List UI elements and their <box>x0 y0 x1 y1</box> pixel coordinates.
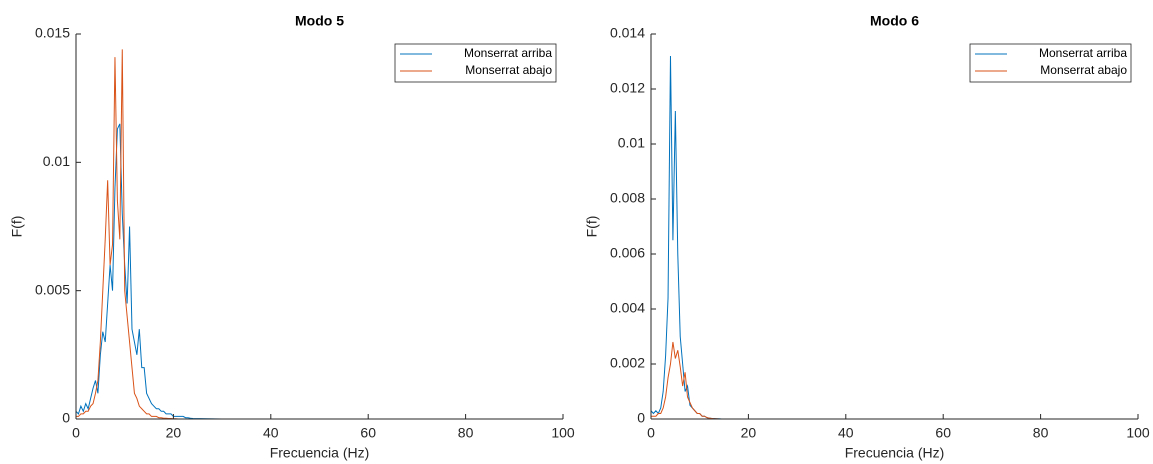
legend: Monserrat arriba Monserrat abajo <box>969 43 1132 83</box>
y-tick-label: 0.01 <box>43 153 70 169</box>
axes: 0 20 40 60 80 100 0 0.002 0.004 0.006 0.008 0.01 0.0… <box>584 13 1150 461</box>
y-tick-label: 0 <box>637 410 645 426</box>
x-axis-label: Frecuencia (Hz) <box>845 445 945 461</box>
line-series <box>651 341 1138 420</box>
legend: Monserrat arriba Monserrat abajo <box>394 43 557 83</box>
line-series <box>76 49 563 420</box>
line-series <box>75 123 563 420</box>
x-tick-label: 80 <box>458 425 474 441</box>
x-tick-label: 60 <box>935 425 951 441</box>
legend-label: Monserrat arriba <box>1039 46 1127 60</box>
y-tick-label: 0.004 <box>610 300 645 316</box>
y-axis-label: F(f) <box>9 216 25 238</box>
y-axis-label: F(f) <box>584 216 600 238</box>
chart-title: Modo 5 <box>295 13 344 29</box>
x-tick-label: 40 <box>263 425 279 441</box>
legend-label: Monserrat abajo <box>1040 63 1127 77</box>
legend-box <box>394 43 557 83</box>
x-tick-label: 80 <box>1033 425 1049 441</box>
x-tick-label: 0 <box>72 425 80 441</box>
line-series <box>650 55 1138 420</box>
legend-box <box>969 43 1132 83</box>
x-tick-label: 40 <box>838 425 854 441</box>
legend-label: Monserrat abajo <box>465 63 552 77</box>
y-tick-label: 0 <box>62 410 70 426</box>
x-tick-label: 20 <box>166 425 182 441</box>
legend-label: Monserrat arriba <box>464 46 552 60</box>
y-tick-label: 0.006 <box>610 245 645 261</box>
y-tick-label: 0.002 <box>610 355 645 371</box>
x-axis-label: Frecuencia (Hz) <box>270 445 370 461</box>
y-tick-label: 0.01 <box>618 135 645 151</box>
y-tick-label: 0.015 <box>35 25 70 41</box>
axes: 0 20 40 60 80 100 0 0.005 0.01 0.015 Modo 5 Frecuen… <box>9 13 575 461</box>
x-tick-label: 60 <box>360 425 376 441</box>
x-tick-label: 0 <box>647 425 655 441</box>
y-tick-label: 0.005 <box>35 281 70 297</box>
x-tick-label: 100 <box>551 425 575 441</box>
y-tick-label: 0.012 <box>610 80 645 96</box>
x-tick-label: 20 <box>741 425 757 441</box>
y-tick-label: 0.008 <box>610 190 645 206</box>
x-tick-label: 100 <box>1126 425 1150 441</box>
chart-title: Modo 6 <box>870 13 919 29</box>
y-tick-label: 0.014 <box>610 25 645 41</box>
